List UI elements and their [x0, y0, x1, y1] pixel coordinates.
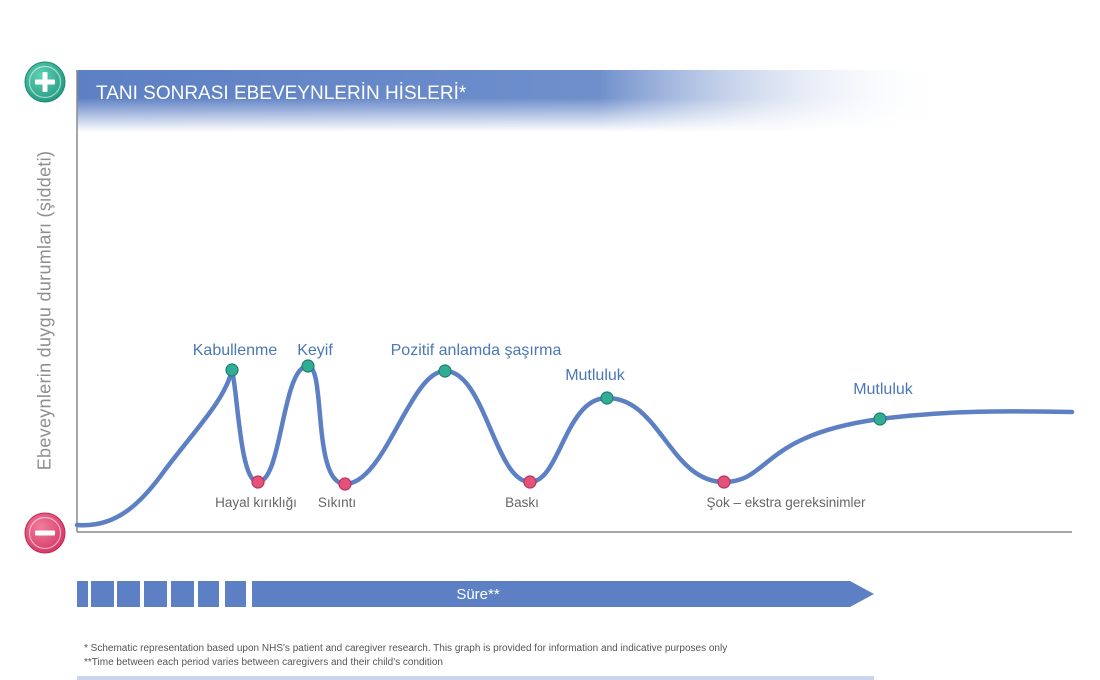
- label-mutluluk-2: Mutluluk: [853, 381, 914, 398]
- time-arrow: Süre**: [77, 581, 874, 607]
- diagram-title: TANI SONRASI EBEVEYNLERİN HİSLERİ*: [96, 83, 467, 104]
- label-baski: Baskı: [505, 495, 539, 510]
- plus-icon: [24, 61, 66, 103]
- footnote-2: **Time between each period varies betwee…: [84, 657, 443, 668]
- label-mutluluk-1: Mutluluk: [565, 367, 626, 384]
- point-hayal-kirikligi: [251, 475, 265, 489]
- label-sikinti: Sıkıntı: [318, 495, 356, 510]
- label-kabullenme: Kabullenme: [193, 342, 278, 359]
- label-keyif: Keyif: [297, 342, 333, 359]
- point-mutluluk-2: [873, 412, 887, 426]
- point-kabullenme: [225, 363, 239, 377]
- minus-icon: [24, 512, 66, 554]
- point-mutluluk-1: [600, 391, 614, 405]
- point-pozitif: [438, 364, 452, 378]
- negative-points: Hayal kırıklığı Sıkıntı Baskı Şok – ekst…: [215, 475, 866, 510]
- point-sikinti: [338, 477, 352, 491]
- label-pozitif: Pozitif anlamda şaşırma: [391, 342, 562, 359]
- label-sok: Şok – ekstra gereksinimler: [706, 495, 866, 510]
- point-sok: [717, 475, 731, 489]
- time-label: Süre**: [456, 586, 500, 603]
- bottom-rule: [77, 676, 874, 680]
- positive-points: Kabullenme Keyif Pozitif anlamda şaşırma…: [193, 342, 914, 426]
- point-keyif: [301, 359, 315, 373]
- point-baski: [523, 475, 537, 489]
- footnote-1: * Schematic representation based upon NH…: [84, 643, 728, 654]
- y-axis-label: Ebeveynlerin duygu durumları (şiddeti): [34, 150, 55, 471]
- label-hayal-kirikligi: Hayal kırıklığı: [215, 495, 297, 510]
- title-banner: TANI SONRASI EBEVEYNLERİN HİSLERİ*: [77, 70, 947, 132]
